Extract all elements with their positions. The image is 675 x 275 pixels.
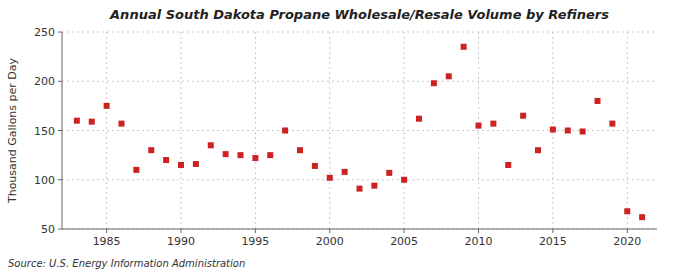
point xyxy=(639,214,645,220)
grid-line xyxy=(62,179,657,180)
point xyxy=(342,169,348,175)
tick-mark xyxy=(255,229,256,233)
point xyxy=(312,163,318,169)
point xyxy=(476,123,482,129)
tick-mark xyxy=(478,229,479,233)
point xyxy=(461,44,467,50)
point xyxy=(74,118,80,124)
axes: 50 100 150 200 250 1985 1990 1995 2000 2005 2010 20… xyxy=(34,26,657,248)
tick-mark xyxy=(404,229,405,233)
tick-mark xyxy=(58,229,62,230)
point xyxy=(104,103,110,109)
grid-line xyxy=(478,32,479,229)
tick-label: 2005 xyxy=(390,235,418,248)
point xyxy=(267,152,273,158)
point xyxy=(505,162,511,168)
tick-label: 150 xyxy=(34,125,55,138)
point xyxy=(431,80,437,86)
tick-mark xyxy=(58,32,62,33)
grid-line xyxy=(181,32,182,229)
grid-line xyxy=(255,32,256,229)
grid-line xyxy=(627,32,628,229)
plot-area xyxy=(62,32,657,229)
point xyxy=(208,142,214,148)
tick-label: 50 xyxy=(41,223,55,236)
point xyxy=(119,121,125,127)
y-axis-label: Thousand Gallons per Day xyxy=(6,57,19,204)
point xyxy=(595,98,601,104)
tick-label: 200 xyxy=(34,75,55,88)
point xyxy=(148,147,154,153)
tick-mark xyxy=(181,229,182,233)
point xyxy=(401,177,407,183)
point xyxy=(386,170,392,176)
point xyxy=(89,119,95,125)
tick-label: 1985 xyxy=(93,235,121,248)
point xyxy=(371,183,377,189)
point xyxy=(535,147,541,153)
point xyxy=(178,162,184,168)
tick-mark xyxy=(106,229,107,233)
point xyxy=(282,128,288,134)
point xyxy=(580,128,586,134)
grid-line xyxy=(329,32,330,229)
tick-mark xyxy=(58,179,62,180)
grid-line xyxy=(404,32,405,229)
point xyxy=(163,157,169,163)
source-note: Source: U.S. Energy Information Administ… xyxy=(8,258,245,269)
tick-label: 2000 xyxy=(316,235,344,248)
point xyxy=(520,113,526,119)
tick-mark xyxy=(58,81,62,82)
tick-label: 2015 xyxy=(539,235,567,248)
title: Annual South Dakota Propane Wholesale/Re… xyxy=(109,7,609,22)
point xyxy=(490,121,496,127)
point xyxy=(624,208,630,214)
point xyxy=(550,127,556,133)
tick-label: 2020 xyxy=(613,235,641,248)
tick-mark xyxy=(627,229,628,233)
point xyxy=(223,151,229,157)
point xyxy=(252,155,258,161)
point xyxy=(238,152,244,158)
point xyxy=(133,167,139,173)
grid-line xyxy=(106,32,107,229)
tick-mark xyxy=(329,229,330,233)
point xyxy=(193,161,199,167)
chart: 50 100 150 200 250 1985 1990 1995 2000 2005 2010 20… xyxy=(0,0,675,275)
tick-label: 1995 xyxy=(241,235,269,248)
tick-label: 250 xyxy=(34,26,55,39)
point xyxy=(297,147,303,153)
grid-line xyxy=(62,32,657,33)
points xyxy=(74,44,645,220)
tick-mark xyxy=(58,130,62,131)
tick-label: 2010 xyxy=(465,235,493,248)
point xyxy=(327,175,333,181)
point xyxy=(565,128,571,134)
point xyxy=(609,121,615,127)
point xyxy=(357,186,363,192)
tick-label: 100 xyxy=(34,174,55,187)
point xyxy=(416,116,422,122)
tick-label: 1990 xyxy=(167,235,195,248)
point xyxy=(446,73,452,79)
grid-line xyxy=(62,229,657,230)
x-axis-line xyxy=(62,229,657,230)
grid-line xyxy=(62,81,657,82)
tick-mark xyxy=(552,229,553,233)
y-axis-line xyxy=(62,32,63,229)
